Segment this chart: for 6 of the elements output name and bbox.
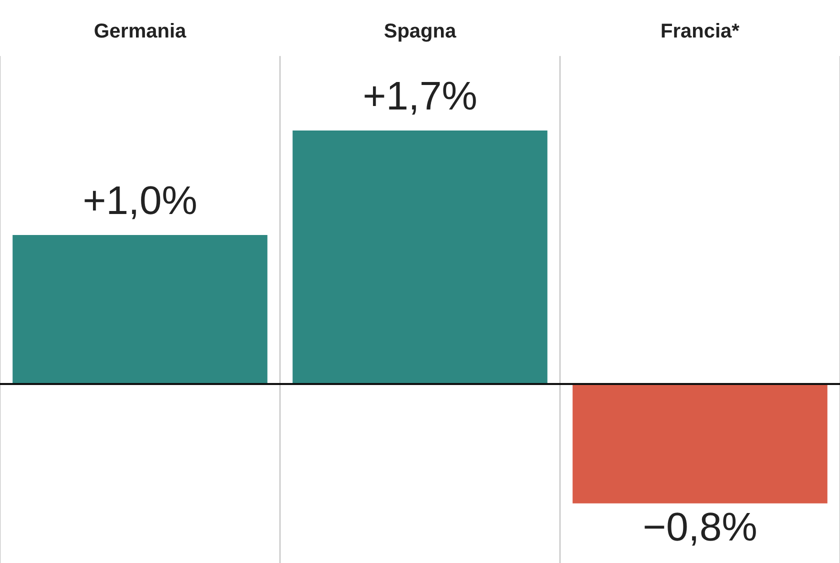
data-label: +1,7% — [362, 74, 478, 119]
x-tick-label: Spagna — [384, 20, 457, 43]
x-tick-label: Germania — [94, 20, 188, 43]
data-label: +1,0% — [82, 178, 198, 223]
data-label: −0,8% — [642, 505, 758, 550]
x-tick-label: Francia* — [660, 20, 740, 43]
